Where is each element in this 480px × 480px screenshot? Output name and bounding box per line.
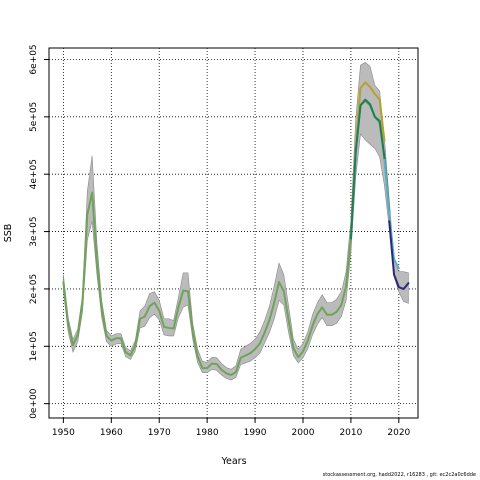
y-tick-label: 3e+05 <box>29 216 39 246</box>
y-tick-label: 4e+05 <box>29 159 39 189</box>
confidence-band-area <box>63 61 409 381</box>
footer-credit: stockassessment.org, hadd2022, r16283 , … <box>322 472 476 478</box>
x-tick-label: 1990 <box>244 428 267 438</box>
x-axis-title: Years <box>220 456 246 467</box>
x-tick-label: 1980 <box>196 428 219 438</box>
x-tick-label: 2010 <box>339 428 362 438</box>
x-tick-label: 1950 <box>52 428 75 438</box>
y-tick-label: 0e+00 <box>29 388 39 419</box>
series-line <box>383 158 400 270</box>
confidence-band <box>63 61 409 381</box>
series-line <box>349 98 391 240</box>
y-tick-label: 6e+05 <box>29 44 39 74</box>
y-axis-title: SSB <box>3 224 14 243</box>
y-axis: 0e+00 1e+05 2e+05 3e+05 4e+05 5e+05 6e+05 <box>29 44 49 419</box>
x-tick-label: 1970 <box>148 428 171 438</box>
y-tick-label: 2e+05 <box>29 274 39 304</box>
x-tick-label: 2020 <box>387 428 410 438</box>
series-lines <box>62 81 410 376</box>
x-tick-label: 1960 <box>100 428 123 438</box>
x-tick-label: 2000 <box>292 428 315 438</box>
plot-frame <box>48 47 419 419</box>
series-line <box>62 99 386 376</box>
x-axis: 1950 1960 1970 1980 1990 2000 2010 2020 <box>52 418 411 438</box>
y-tick-label: 5e+05 <box>29 102 39 132</box>
series-line <box>388 220 410 290</box>
y-tick-label: 1e+05 <box>29 331 39 361</box>
